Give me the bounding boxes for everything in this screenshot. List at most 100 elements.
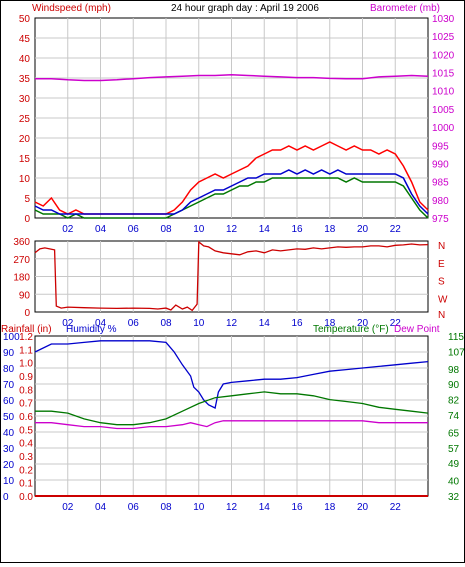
humidity-y-tick: 20 bbox=[3, 460, 15, 471]
temperature-y-tick: 40 bbox=[448, 477, 460, 488]
x-tick-label: 20 bbox=[357, 318, 369, 329]
x-tick-label: 06 bbox=[128, 224, 140, 235]
baro-axis-label: Barometer (mb) bbox=[370, 3, 440, 14]
direction-y-tick: 360 bbox=[13, 237, 30, 248]
wind-axis-label: Windspeed (mph) bbox=[32, 3, 111, 14]
compass-tick: E bbox=[438, 259, 445, 270]
temperature-y-tick: 98 bbox=[448, 365, 460, 376]
x-tick-label: 02 bbox=[62, 224, 74, 235]
baro-y-tick: 975 bbox=[432, 214, 449, 225]
baro-y-tick: 1010 bbox=[432, 87, 455, 98]
x-tick-label: 10 bbox=[193, 224, 205, 235]
rain-y-tick: 0.0 bbox=[19, 492, 33, 503]
x-tick-label: 08 bbox=[160, 502, 172, 513]
humidity-axis-label: Humidity % bbox=[66, 324, 117, 335]
x-tick-label: 04 bbox=[95, 502, 107, 513]
compass-tick: W bbox=[438, 294, 448, 305]
baro-y-tick: 1020 bbox=[432, 50, 455, 61]
humidity-y-tick: 10 bbox=[3, 476, 15, 487]
x-tick-label: 12 bbox=[226, 502, 238, 513]
x-tick-label: 22 bbox=[390, 318, 402, 329]
rain-y-tick: 0.6 bbox=[19, 412, 33, 423]
rain-y-tick: 0.7 bbox=[19, 399, 33, 410]
chart-title: 24 hour graph day : April 19 2006 bbox=[171, 3, 319, 14]
rain-y-tick: 0.1 bbox=[19, 479, 33, 490]
humidity-y-tick: 90 bbox=[3, 348, 15, 359]
x-tick-label: 08 bbox=[160, 224, 172, 235]
x-tick-label: 02 bbox=[62, 318, 74, 329]
x-tick-label: 14 bbox=[259, 318, 271, 329]
x-tick-label: 08 bbox=[160, 318, 172, 329]
baro-y-tick: 1005 bbox=[432, 105, 455, 116]
humidity-y-tick: 40 bbox=[3, 428, 15, 439]
rain-y-tick: 0.2 bbox=[19, 465, 33, 476]
x-tick-label: 20 bbox=[357, 502, 369, 513]
temperature-y-tick: 107 bbox=[448, 347, 464, 358]
temperature-y-tick: 90 bbox=[448, 380, 460, 391]
x-tick-label: 06 bbox=[128, 502, 140, 513]
temperature-y-tick: 57 bbox=[448, 444, 460, 455]
humidity-y-tick: 100 bbox=[3, 332, 20, 343]
baro-y-tick: 1025 bbox=[432, 32, 455, 43]
x-tick-label: 06 bbox=[128, 318, 140, 329]
temperature-y-tick: 74 bbox=[448, 411, 460, 422]
direction-y-tick: 270 bbox=[13, 255, 30, 266]
direction-y-tick: 0 bbox=[24, 308, 30, 319]
compass-tick: N bbox=[438, 310, 445, 321]
rain-y-tick: 0.8 bbox=[19, 385, 33, 396]
baro-y-tick: 1030 bbox=[432, 14, 455, 25]
humidity-y-tick: 60 bbox=[3, 396, 15, 407]
temperature-axis-label: Temperature (°F) bbox=[313, 324, 389, 335]
direction-y-tick: 90 bbox=[19, 290, 31, 301]
x-tick-label: 14 bbox=[259, 224, 271, 235]
wind-y-tick: 10 bbox=[19, 174, 31, 185]
direction-y-tick: 180 bbox=[13, 273, 30, 284]
wind-y-tick: 25 bbox=[19, 114, 31, 125]
baro-y-tick: 1015 bbox=[432, 69, 455, 80]
humidity-y-tick: 80 bbox=[3, 364, 15, 375]
wind-y-tick: 35 bbox=[19, 74, 31, 85]
wind-y-tick: 50 bbox=[19, 14, 31, 25]
baro-y-tick: 985 bbox=[432, 178, 449, 189]
humidity-y-tick: 0 bbox=[3, 492, 9, 503]
rain-y-tick: 1.1 bbox=[19, 345, 33, 356]
temperature-y-tick: 49 bbox=[448, 459, 460, 470]
x-tick-label: 04 bbox=[95, 318, 107, 329]
x-tick-label: 12 bbox=[226, 318, 238, 329]
barometer-line bbox=[35, 73, 429, 82]
baro-y-tick: 990 bbox=[432, 159, 449, 170]
plot-lines bbox=[34, 73, 429, 497]
wind-y-tick: 30 bbox=[19, 94, 31, 105]
x-tick-label: 04 bbox=[95, 224, 107, 235]
rain-axis-label: Rainfall (in) bbox=[1, 324, 52, 335]
x-tick-label: 02 bbox=[62, 502, 74, 513]
wind-y-tick: 40 bbox=[19, 54, 31, 65]
wind-speed-line bbox=[34, 177, 429, 219]
temperature-y-tick: 32 bbox=[448, 492, 460, 503]
x-tick-label: 10 bbox=[193, 502, 205, 513]
temperature-y-tick: 65 bbox=[448, 428, 460, 439]
rain-y-tick: 0.4 bbox=[19, 439, 33, 450]
tick-labels: 02 04 06 08 10 12 14 16 18 20 22 02 04 06 08 10 12 14 16 18… bbox=[3, 14, 465, 513]
wind-y-tick: 5 bbox=[24, 194, 30, 205]
dewpoint-line bbox=[35, 420, 428, 430]
wind-y-tick: 0 bbox=[24, 214, 30, 225]
compass-tick: S bbox=[438, 277, 445, 288]
grid-lines bbox=[35, 18, 428, 496]
x-tick-label: 16 bbox=[291, 502, 303, 513]
humidity-y-tick: 50 bbox=[3, 412, 15, 423]
compass-tick: N bbox=[438, 241, 445, 252]
x-tick-label: 16 bbox=[291, 224, 303, 235]
wind-y-tick: 20 bbox=[19, 134, 31, 145]
temperature-line bbox=[35, 391, 429, 426]
wind-y-tick: 45 bbox=[19, 34, 31, 45]
rain-y-tick: 1.0 bbox=[19, 359, 33, 370]
dewpoint-axis-label: Dew Point bbox=[394, 324, 440, 335]
x-tick-label: 14 bbox=[259, 502, 271, 513]
x-tick-label: 10 bbox=[193, 318, 205, 329]
x-tick-label: 16 bbox=[291, 318, 303, 329]
wind-average-line bbox=[34, 169, 429, 215]
x-tick-label: 22 bbox=[390, 502, 402, 513]
